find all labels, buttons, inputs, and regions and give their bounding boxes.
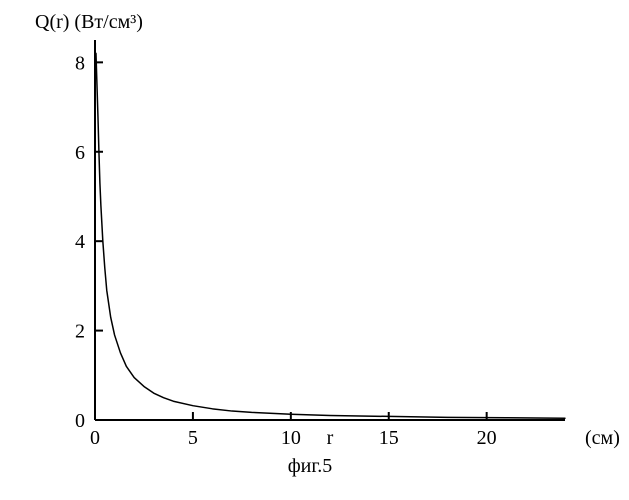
x-axis-label: r [327,427,334,449]
decay-chart: Q(r) (Вт/см³) 0 5 10 15 20 0 2 4 6 8 r (см) фиг.5 [0,0,629,500]
x-tick-label: 5 [188,427,198,449]
figure-caption: фиг.5 [288,455,333,477]
x-unit-label: (см) [585,427,620,449]
y-tick-label: 6 [75,142,85,164]
chart-container: Q(r) (Вт/см³) 0 5 10 15 20 0 2 4 6 8 r (см) фиг.5 [0,0,629,500]
y-axis-label: Q(r) (Вт/см³) [35,11,143,33]
y-tick-label: 2 [75,321,85,343]
y-tick-label: 8 [75,52,85,74]
x-tick-label: 15 [379,427,399,449]
y-tick-label: 4 [75,231,85,253]
x-tick-label: 20 [477,427,497,449]
x-tick-label: 10 [281,427,301,449]
y-tick-label: 0 [75,410,85,432]
x-tick-label: 0 [90,427,100,449]
